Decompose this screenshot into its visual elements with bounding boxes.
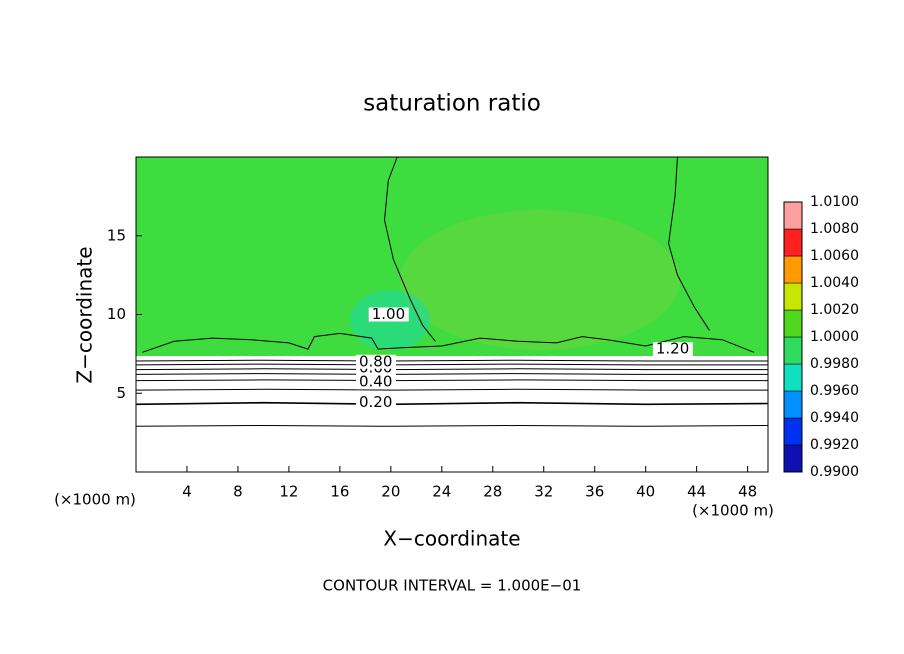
contour-label: 0.80 [359, 352, 392, 370]
x-tick-label: 32 [534, 483, 553, 501]
x-tick-label: 36 [585, 483, 604, 501]
y-tick-label: 15 [107, 226, 126, 244]
colorbar-band [783, 255, 803, 284]
contour-line [135, 388, 768, 391]
x-tick-label: 40 [636, 483, 655, 501]
contour-label: 0.20 [359, 393, 392, 411]
colorbar-tick-label: 1.0100 [810, 194, 859, 210]
contour-line [135, 363, 768, 366]
contour-line [135, 368, 768, 371]
y-tick-label: 10 [107, 305, 126, 323]
colorbar-band [783, 336, 803, 365]
contour-label-bg [368, 307, 409, 322]
contour-label-bg [355, 375, 396, 390]
contour-line [383, 156, 710, 342]
colorbar-tick-label: 1.0040 [810, 275, 859, 291]
field-low [136, 356, 768, 472]
colorbar-tick-label: 0.9900 [810, 464, 859, 480]
colorbar-band [783, 363, 803, 392]
x-tick-label: 20 [381, 483, 400, 501]
colorbar-tick-label: 1.0080 [810, 221, 859, 237]
contour-label-bg [355, 395, 396, 410]
contour-line [135, 424, 769, 427]
colorbar-band [783, 201, 803, 230]
x-tick-label: 8 [233, 483, 243, 501]
contour-line [142, 332, 755, 353]
y-tick-label: 5 [116, 384, 126, 402]
y-axis-label: Z−coordinate [73, 246, 97, 383]
colorbar-band [783, 282, 803, 311]
x-tick-label: 44 [687, 483, 706, 501]
colorbar-band [783, 390, 803, 419]
contour-label-bg [355, 354, 396, 369]
colorbar-band [783, 228, 803, 257]
colorbar-tick-label: 0.9960 [810, 383, 859, 399]
x-unit: (×1000 m) [692, 502, 774, 520]
contour-line [135, 401, 769, 406]
contour-line [135, 359, 768, 362]
x-tick-label: 4 [182, 483, 192, 501]
contour-label: 0.40 [359, 373, 392, 391]
colorbar-tick-label: 1.0020 [810, 302, 859, 318]
colorbar-tick-label: 0.9920 [810, 437, 859, 453]
x-tick-label: 28 [483, 483, 502, 501]
contour-label: 1.00 [372, 305, 405, 323]
x-tick-label: 24 [432, 483, 451, 501]
colorbar-tick-label: 1.0060 [810, 248, 859, 264]
field-patch [400, 210, 680, 350]
y-unit: (×1000 m) [54, 491, 136, 509]
contour-label-bg [652, 342, 693, 357]
chart-title: saturation ratio [363, 91, 541, 117]
x-tick-label: 12 [279, 483, 298, 501]
colorbar-band [783, 417, 803, 446]
colorbar-frame [783, 201, 803, 473]
colorbar-tick-label: 0.9940 [810, 410, 859, 426]
x-tick-label: 48 [738, 483, 757, 501]
x-tick-label: 16 [330, 483, 349, 501]
colorbar-tick-label: 0.9980 [810, 356, 859, 372]
colorbar-band [783, 444, 803, 473]
colorbar-tick-label: 1.0000 [810, 329, 859, 345]
colorbar-band [783, 309, 803, 338]
contour-line [135, 373, 768, 375]
footer: CONTOUR INTERVAL = 1.000E−01 [323, 577, 582, 595]
contour-line [135, 379, 768, 382]
contour-label: 1.20 [656, 340, 689, 358]
x-axis-label: X−coordinate [383, 527, 520, 551]
